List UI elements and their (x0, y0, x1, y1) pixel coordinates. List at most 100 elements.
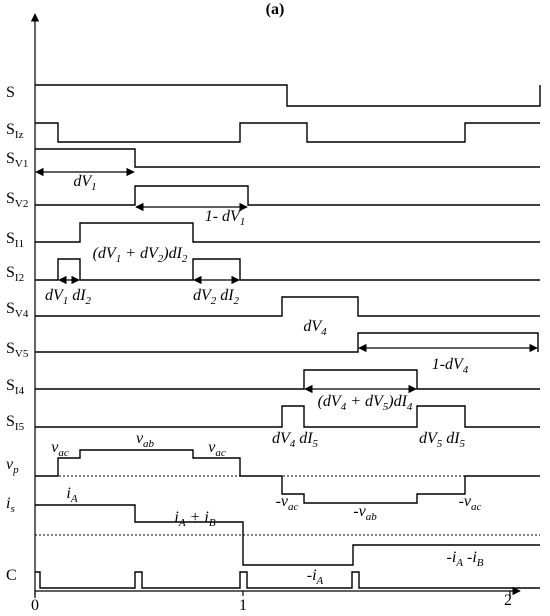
subscript: 4 (341, 401, 347, 413)
annotation: -vac (276, 493, 299, 513)
text-part: -i (463, 549, 477, 566)
text-part: S (6, 150, 15, 167)
subscript: 1 (116, 253, 122, 265)
signal-label: SV1 (6, 150, 28, 170)
duration-arrows (35, 167, 538, 394)
subscript: V2 (15, 198, 28, 210)
annotation: dV1 dI2 (45, 287, 92, 307)
signal-label: is (6, 495, 15, 515)
annotation: (dV4 + dV5)dI4 (318, 393, 413, 413)
subscript: 2 (86, 295, 92, 307)
signal-label: SIz (6, 121, 24, 141)
annotation: (dV1 + dV2)dI2 (93, 245, 188, 265)
annotation: dV4 dI5 (272, 430, 319, 450)
subscript: 1 (240, 216, 246, 228)
text-part: S (6, 84, 15, 101)
subscript: 4 (463, 364, 469, 376)
subscript: V4 (15, 308, 29, 320)
annotation: 1-dV4 (432, 356, 469, 376)
subscript: 2 (211, 295, 217, 307)
subscript: I4 (15, 385, 25, 397)
text-part: dI (295, 430, 313, 447)
subscript: V5 (15, 348, 29, 360)
annotation: dV4 (303, 318, 327, 338)
wave-si5 (35, 405, 540, 428)
signal-label: C (6, 567, 17, 584)
subscript: ac (288, 501, 299, 513)
wave-si4 (35, 369, 540, 390)
text-part: v (6, 456, 14, 473)
text-part: i (66, 485, 70, 502)
wave-sv1 (35, 148, 540, 168)
text-part: )dI (387, 393, 407, 410)
subscript: 4 (407, 401, 413, 413)
x-axis-label: 1 (239, 597, 247, 614)
subscript: A (316, 575, 324, 587)
text-part: S (6, 377, 15, 394)
annotation: vac (51, 439, 69, 459)
text-part: dV (193, 287, 213, 304)
text-part: i (174, 509, 178, 526)
annotation: -vac (459, 493, 482, 513)
text-part: dI (68, 287, 86, 304)
annotation: -iA (307, 567, 324, 587)
subscript: 2 (182, 253, 188, 265)
subscript: ac (58, 447, 69, 459)
text-part: S (6, 413, 15, 430)
annotation: iA + iB (174, 509, 215, 529)
subscript: B (477, 557, 484, 569)
text-part: dV (73, 173, 93, 190)
text-part: dV (272, 430, 292, 447)
wave-sv2 (35, 185, 540, 206)
text-part: dV (303, 318, 323, 335)
text-part: 1- dV (205, 208, 242, 225)
text-part: S (6, 300, 15, 317)
signal-label: SI5 (6, 413, 25, 433)
subscript: 5 (383, 401, 389, 413)
wave-is (35, 504, 540, 566)
signal-label: vp (6, 456, 19, 476)
text-part: (dV (318, 393, 343, 410)
wave-si1 (35, 222, 540, 243)
text-part: dV (45, 287, 65, 304)
text-part: S (6, 230, 15, 247)
text-part: + dV (346, 393, 385, 410)
subscript: ab (366, 511, 378, 523)
subscript: ac (215, 447, 226, 459)
subscript: A (178, 517, 186, 529)
text-part: -v (276, 493, 289, 510)
subscript: I5 (15, 421, 25, 433)
text-part: v (51, 439, 59, 456)
wave-s (35, 84, 541, 107)
subscript: ab (143, 438, 155, 450)
waveforms (35, 84, 541, 589)
subscript: V1 (15, 158, 28, 170)
subscript: B (209, 517, 216, 529)
annotation: 1- dV1 (205, 208, 246, 228)
subscript: 4 (290, 438, 296, 450)
subscript: 5 (313, 438, 319, 450)
text-part: S (6, 340, 15, 357)
signal-label: S (6, 84, 15, 101)
text-part: C (6, 567, 17, 584)
annotation: -iA -iB (446, 549, 483, 569)
subscript: Iz (15, 129, 24, 141)
text-part: + dV (121, 245, 160, 262)
signal-label: SV4 (6, 300, 29, 320)
text-part: (dV (93, 245, 118, 262)
subscript: 5 (460, 438, 466, 450)
subscript: I2 (15, 272, 24, 284)
annotation: dV5 dI5 (419, 430, 466, 450)
signal-label: SI1 (6, 230, 24, 250)
signal-label: SI2 (6, 264, 24, 284)
text-part: v (136, 430, 144, 447)
text-part: dI (442, 430, 460, 447)
text-part: v (208, 439, 216, 456)
annotation: dV1 (73, 173, 96, 193)
subscript: 5 (437, 438, 443, 450)
text-part: + i (186, 509, 209, 526)
annotation: vab (136, 430, 155, 450)
wave-sv4 (35, 296, 540, 317)
wave-sv5 (35, 332, 539, 353)
